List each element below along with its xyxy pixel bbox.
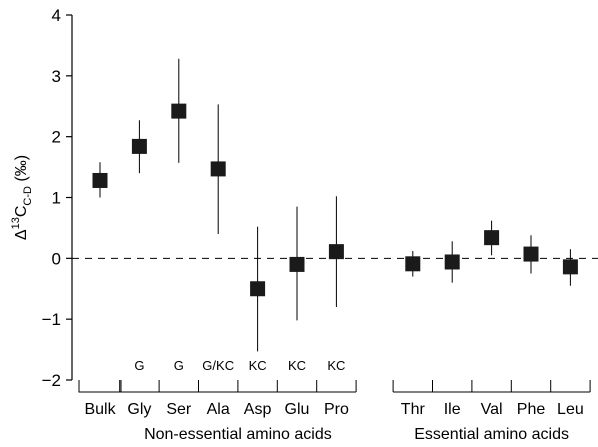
point-annotations: G G G/KC KC KC KC	[134, 358, 345, 373]
marker-glu	[289, 256, 305, 272]
marker-ile	[444, 254, 460, 270]
annotation-pro: KC	[327, 358, 345, 373]
y-label-unit: (‰)	[13, 155, 30, 186]
annotation-ser: G	[174, 358, 184, 373]
bracket-bulk	[78, 380, 122, 393]
marker-phe	[523, 246, 539, 262]
category-label-ala: Ala	[207, 401, 230, 418]
group-label-non-essential: Non-essential amino acids	[144, 426, 332, 443]
annotation-ala: G/KC	[202, 358, 234, 373]
category-label-bulk: Bulk	[84, 401, 116, 418]
y-label-sup: 13	[10, 217, 22, 229]
marker-ser	[171, 103, 187, 119]
marker-val	[484, 230, 500, 246]
y-tick-label: −2	[42, 371, 61, 390]
y-tick-label: 1	[52, 189, 61, 208]
y-label-sub: C-D	[22, 186, 34, 206]
x-axis-categories: Bulk Gly Ser Ala Asp Glu Pro Thr Ile Val Phe Leu	[84, 401, 583, 418]
category-label-phe: Phe	[517, 401, 546, 418]
y-tick-label: 3	[52, 67, 61, 86]
marker-asp	[250, 281, 266, 297]
y-tick-label: 0	[52, 249, 61, 268]
category-label-thr: Thr	[401, 401, 426, 418]
marker-gly	[131, 138, 147, 154]
category-label-leu: Leu	[557, 401, 584, 418]
category-label-gly: Gly	[127, 401, 151, 418]
category-label-pro: Pro	[324, 401, 349, 418]
category-label-glu: Glu	[285, 401, 310, 418]
category-label-val: Val	[481, 401, 503, 418]
marker-leu	[562, 259, 578, 275]
marker-ala	[210, 161, 226, 177]
category-label-ile: Ile	[444, 401, 461, 418]
y-label-prefix: Δ	[13, 229, 30, 240]
annotation-gly: G	[134, 358, 144, 373]
annotation-glu: KC	[288, 358, 306, 373]
marker-pro	[328, 244, 344, 260]
marker-bulk	[92, 172, 108, 188]
data-markers	[92, 103, 578, 297]
category-label-ser: Ser	[166, 401, 192, 418]
group-label-essential: Essential amino acids	[414, 426, 569, 443]
y-tick-label: −1	[42, 310, 61, 329]
y-tick-label: 4	[52, 6, 61, 25]
y-label-base: C	[13, 206, 30, 218]
annotation-asp: KC	[249, 358, 267, 373]
y-axis: −2 −1 0 1 2 3 4	[42, 6, 73, 390]
y-axis-label: Δ13CC-D (‰)	[10, 155, 34, 240]
error-bars	[99, 58, 571, 352]
marker-thr	[405, 256, 421, 272]
y-axis-label-group: Δ13CC-D (‰)	[10, 155, 34, 240]
y-tick-label: 2	[52, 128, 61, 147]
category-label-asp: Asp	[244, 401, 272, 418]
group-brackets: Non-essential amino acids Essential amino…	[78, 380, 591, 443]
